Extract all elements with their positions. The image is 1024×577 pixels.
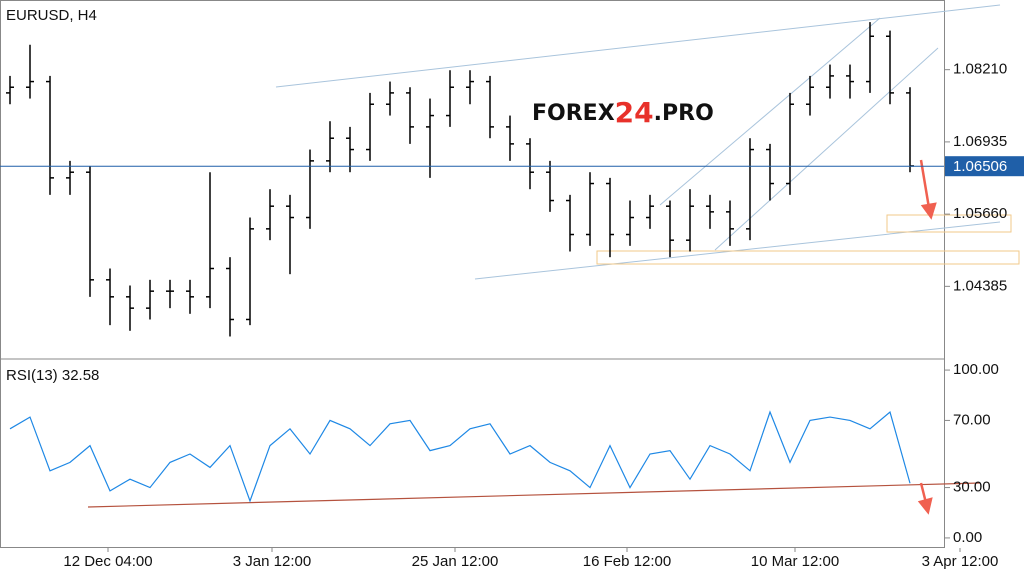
watermark-part: .PRO [654,101,714,126]
watermark: FOREX24.PRO [532,96,714,129]
y-tick-label: 100.00 [953,361,999,378]
watermark-part: FOREX [532,101,615,126]
y-tick-label: 1.08210 [953,61,1007,78]
rsi-line [9,410,911,503]
zone-box [596,250,1020,265]
zone-box [886,214,1012,233]
arrows [917,159,937,515]
y-tick-label: 1.06935 [953,133,1007,150]
y-tick-label: 30.00 [953,479,991,496]
y-tick-label: 0.00 [953,529,982,546]
frame [0,0,945,548]
x-tick-label: 25 Jan 12:00 [412,553,499,570]
trend-line [659,17,881,206]
y-tick-label: 1.04385 [953,277,1007,294]
panel-title: EURUSD, H4 [6,7,97,24]
x-tick-label: 12 Dec 04:00 [63,553,152,570]
rsi-trend-line [87,482,981,508]
trend-line [275,4,1001,88]
last-price-box [945,156,1024,177]
x-tick-label: 3 Jan 12:00 [233,553,311,570]
y-tick-label: 1.05660 [953,205,1007,222]
x-tick-label: 10 Mar 12:00 [751,553,839,570]
panel-title: RSI(13) 32.58 [6,367,99,384]
y-tick-label: 70.00 [953,411,991,428]
trend-line [714,47,939,251]
watermark-part: 24 [615,96,654,129]
x-tick-label: 3 Apr 12:00 [922,553,999,570]
last-price-label: 1.06506 [953,158,1007,175]
x-tick-label: 16 Feb 12:00 [583,553,671,570]
